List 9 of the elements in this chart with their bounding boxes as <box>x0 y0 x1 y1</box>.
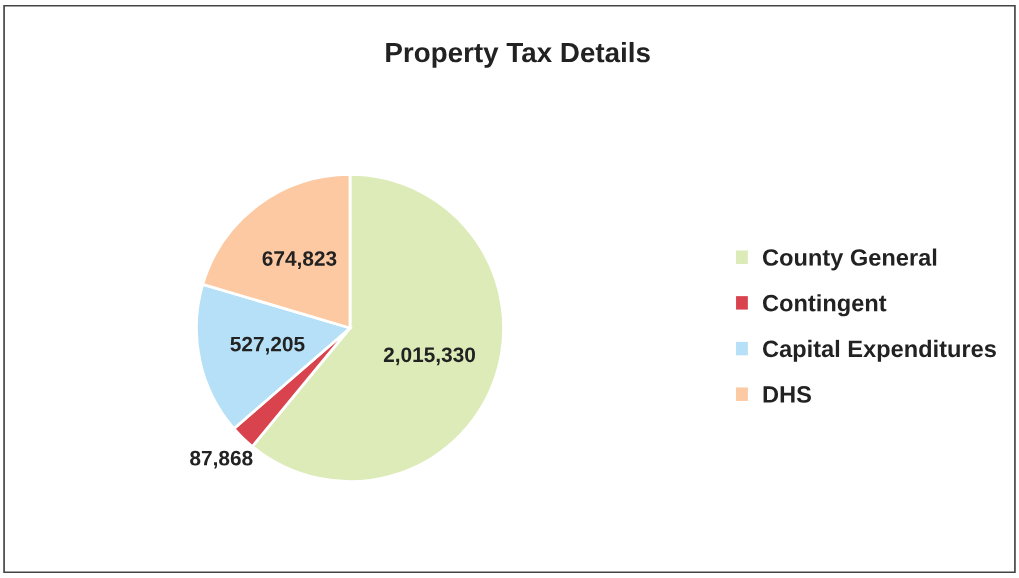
data-label: 674,823 <box>262 251 337 269</box>
data-label: 2,015,330 <box>383 347 475 366</box>
data-label: 87,868 <box>190 450 253 469</box>
legend-label: Contingent <box>762 294 887 317</box>
legend-label: Capital Expenditures <box>762 339 996 362</box>
chart-title: Property Tax Details <box>386 41 650 68</box>
legend-label: DHS <box>763 386 811 403</box>
legend-label: County General <box>762 248 937 271</box>
data-label: 527,205 <box>230 336 305 355</box>
